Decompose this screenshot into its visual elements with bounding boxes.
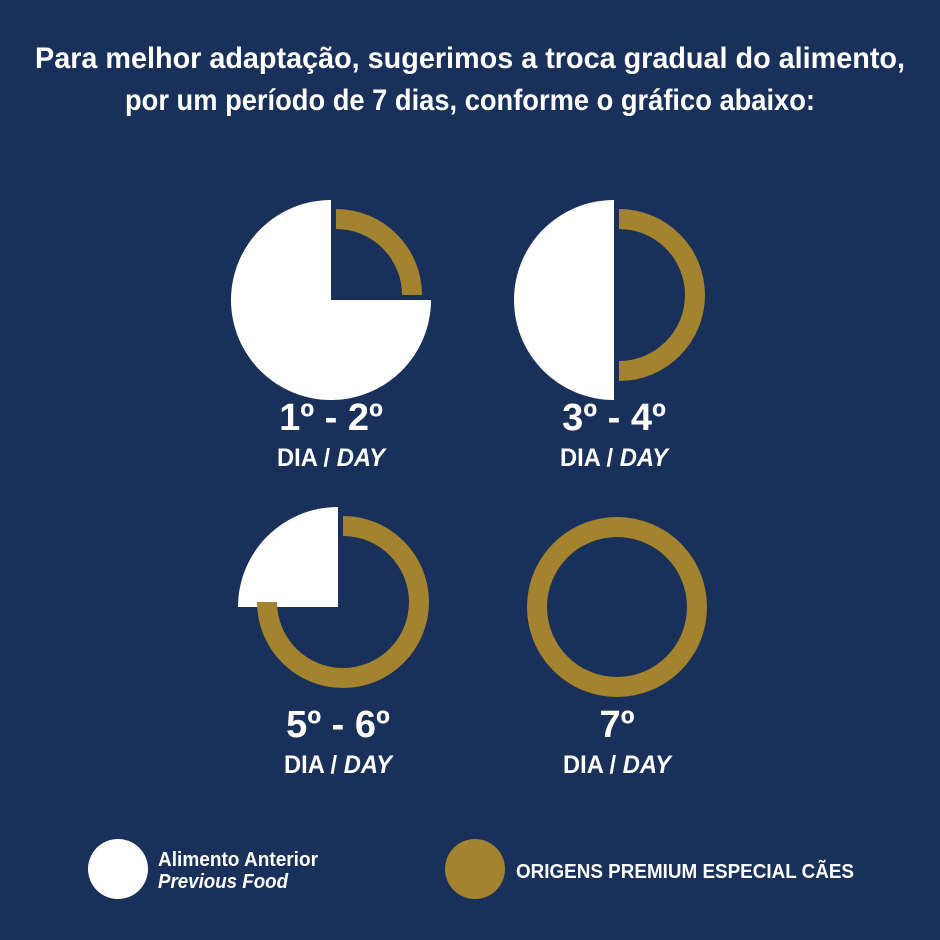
legend-label: Previous Food <box>158 871 289 893</box>
new-food-share <box>336 209 422 295</box>
day-word: DAY <box>337 444 387 472</box>
day-caption: DIA / DAY <box>284 751 394 779</box>
dia-word: DIA / <box>284 751 337 779</box>
days-label: 7º <box>599 704 634 746</box>
days-label: 3º - 4º <box>562 397 666 439</box>
legend-label: ORIGENS PREMIUM ESPECIAL CÃES <box>516 860 854 883</box>
day-caption: DIA / DAY <box>560 444 670 472</box>
previous-food-share <box>238 507 338 607</box>
days-label: 5º - 6º <box>286 704 390 746</box>
title-line: Para melhor adaptação, sugerimos a troca… <box>35 42 905 75</box>
dia-word: DIA / <box>563 751 616 779</box>
day-word: DAY <box>620 444 670 472</box>
day-word: DAY <box>344 751 394 779</box>
dia-word: DIA / <box>560 444 613 472</box>
new-food-share <box>619 209 705 381</box>
title-line: por um período de 7 dias, conforme o grá… <box>125 84 815 117</box>
day-word: DAY <box>623 751 673 779</box>
previous-food-share <box>514 200 614 400</box>
legend-swatch <box>88 839 148 899</box>
days-label: 1º - 2º <box>279 397 383 439</box>
legend-label: Alimento Anterior <box>158 849 318 871</box>
day-caption: DIA / DAY <box>277 444 387 472</box>
day-caption: DIA / DAY <box>563 751 673 779</box>
dia-word: DIA / <box>277 444 330 472</box>
previous-food-share <box>231 200 431 400</box>
legend-swatch <box>445 839 505 899</box>
